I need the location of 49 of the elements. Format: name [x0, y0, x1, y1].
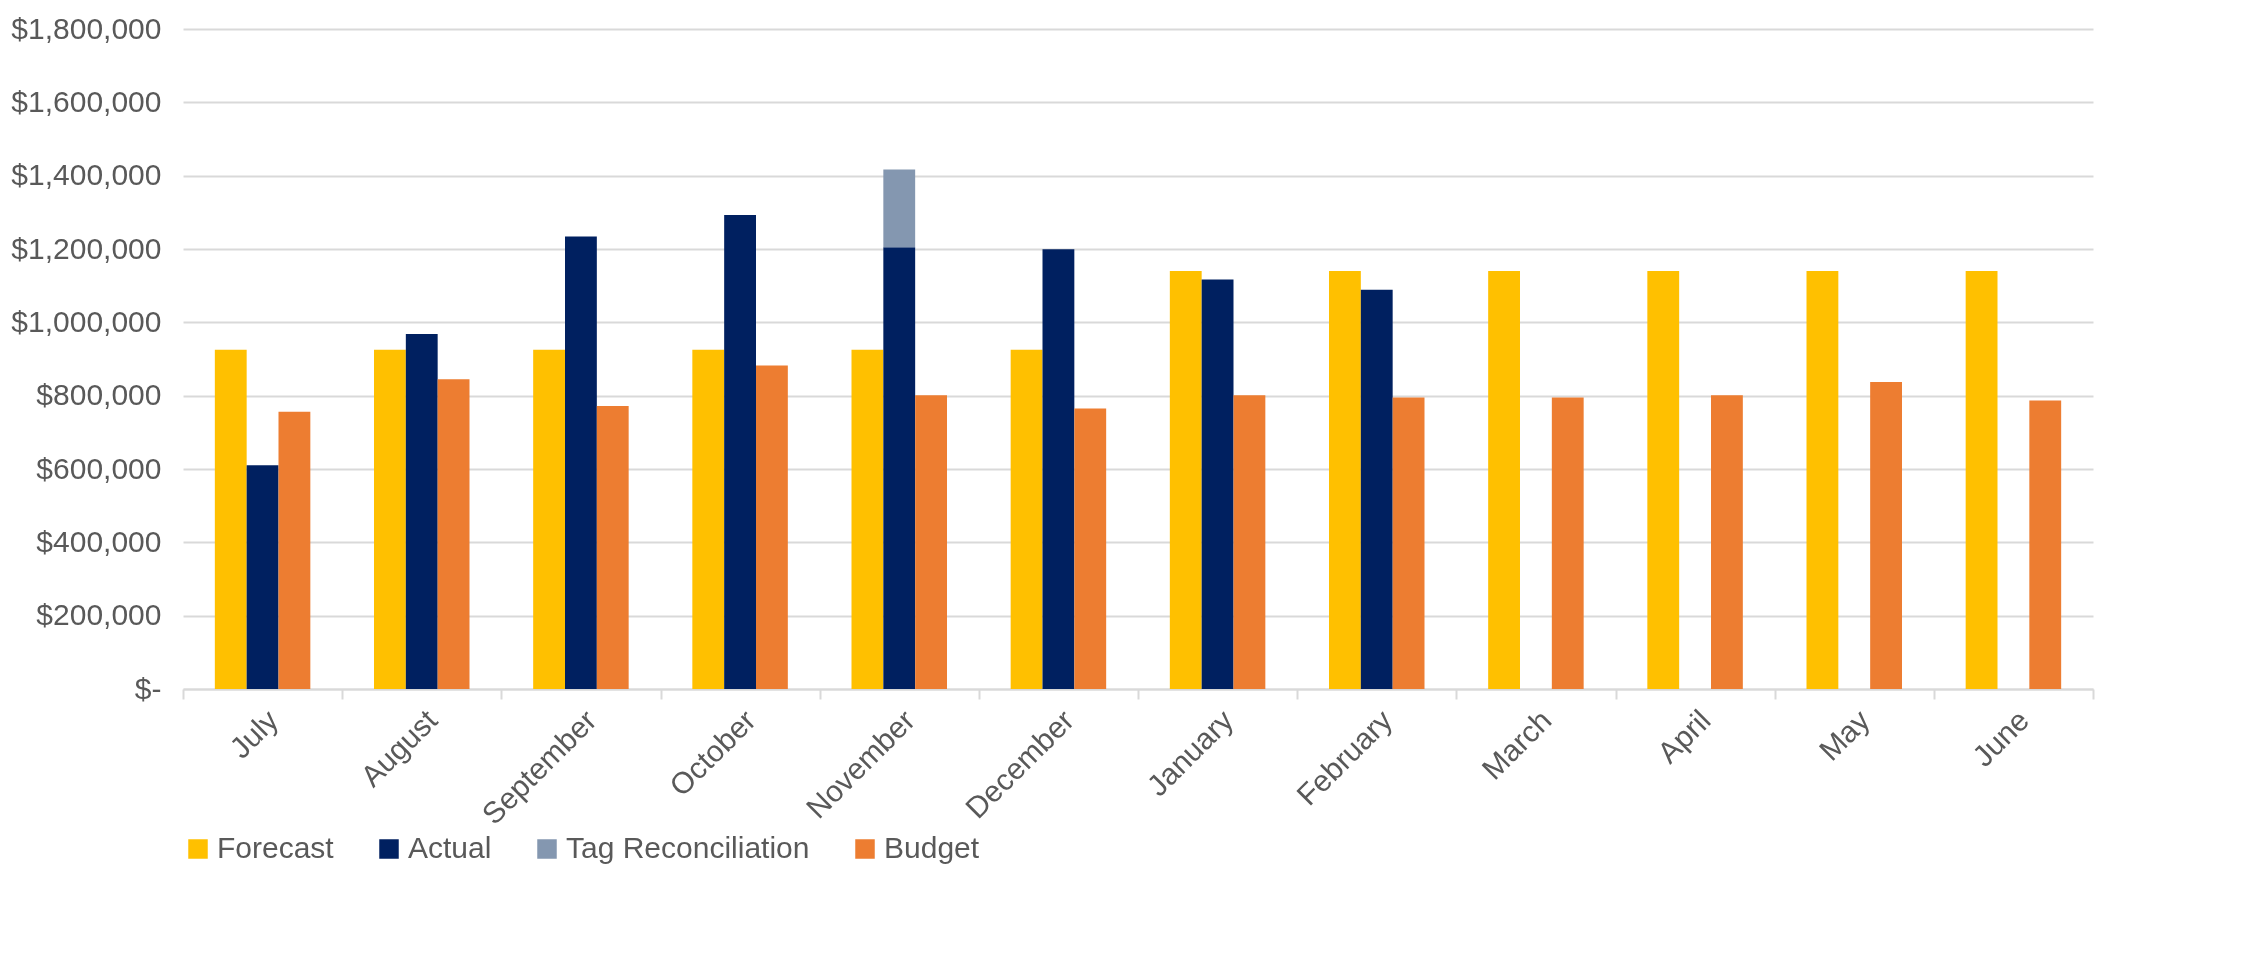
bar [1042, 249, 1075, 689]
bar [1010, 349, 1043, 689]
bar [437, 379, 470, 689]
y-tick-label: $800,000 [36, 378, 162, 412]
bar [1233, 395, 1266, 689]
bar [533, 349, 565, 689]
y-tick-label: $600,000 [36, 451, 162, 485]
y-tick-label: $1,000,000 [11, 304, 162, 338]
bar [1647, 271, 1680, 689]
bar [851, 349, 884, 689]
x-tick-label: May [1812, 703, 1876, 767]
x-tick-label: July [223, 703, 285, 765]
y-tick-label: $- [134, 671, 162, 705]
bar [883, 247, 916, 689]
legend-label: Forecast [217, 831, 335, 864]
legend-label: Actual [408, 831, 492, 864]
bar [883, 169, 916, 248]
bar [1329, 271, 1361, 689]
bar [278, 411, 311, 689]
bar [756, 365, 788, 689]
legend-label: Budget [884, 831, 980, 864]
bar [1551, 397, 1584, 689]
bar [1806, 271, 1839, 689]
bar [1201, 279, 1234, 689]
bar [405, 334, 438, 689]
y-tick-label: $1,400,000 [11, 158, 162, 192]
bar [915, 395, 947, 689]
bar [565, 236, 597, 689]
bar [596, 405, 629, 689]
bar [1392, 397, 1425, 689]
bar [1965, 271, 1998, 689]
bar [1711, 395, 1743, 689]
y-tick-label: $400,000 [36, 524, 162, 558]
bar [2029, 400, 2062, 689]
bar [374, 349, 406, 689]
y-tick-label: $1,800,000 [11, 11, 162, 45]
legend-label: Tag Reconciliation [566, 831, 810, 864]
y-tick-label: $1,600,000 [11, 84, 162, 118]
bar [1169, 271, 1202, 689]
bar [214, 349, 247, 689]
bar [1488, 271, 1520, 689]
bar [692, 349, 725, 689]
bar [1074, 408, 1107, 689]
bar [724, 214, 756, 689]
bar [246, 465, 279, 689]
bar [1360, 289, 1393, 689]
bar [1870, 382, 1902, 689]
y-tick-label: $1,200,000 [11, 231, 162, 265]
y-tick-label: $200,000 [36, 598, 162, 632]
